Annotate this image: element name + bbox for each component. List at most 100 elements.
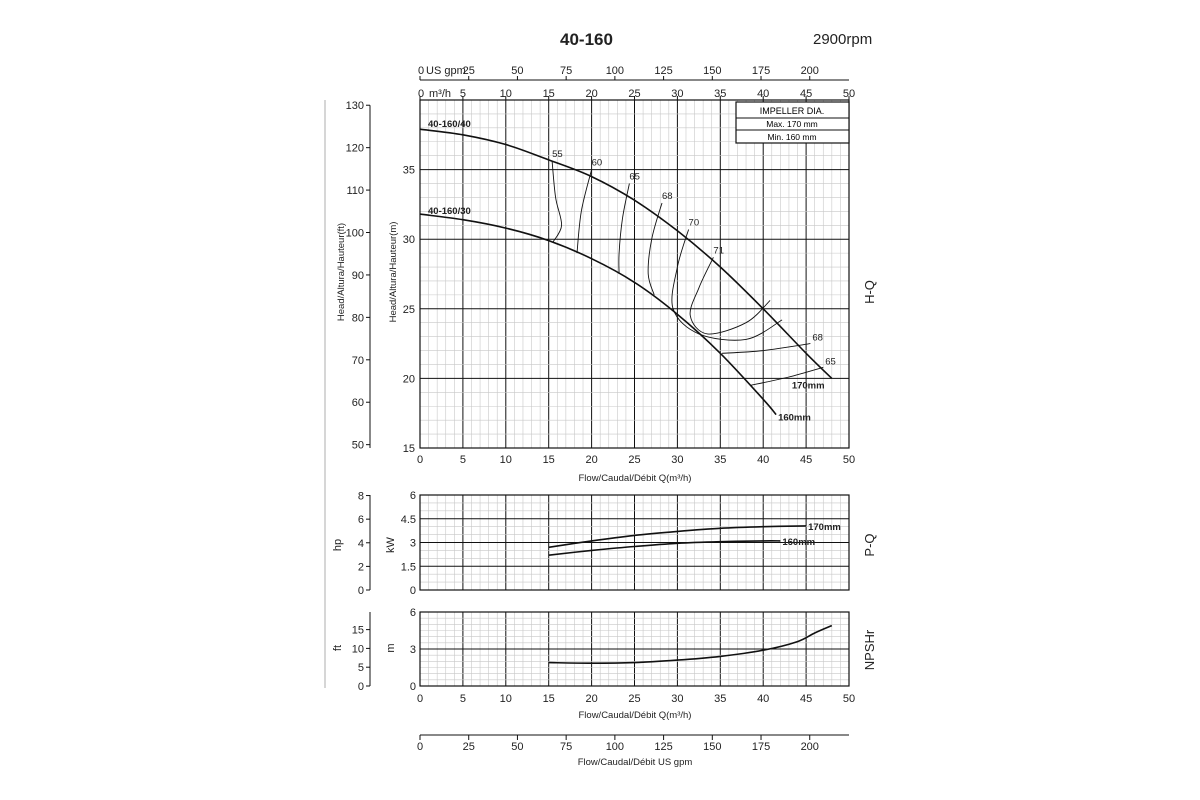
top-usgpm-label: 50 (511, 65, 523, 77)
npsh-ytick-m: 6 (410, 607, 416, 619)
npsh-xtick: 40 (757, 693, 769, 705)
efficiency-curve-71 (689, 257, 771, 335)
pq-ytick-hp: 2 (358, 561, 364, 573)
hq-xtick: 25 (628, 454, 640, 466)
npsh-ytick-ft: 10 (352, 643, 364, 655)
hq-xlabel: Flow/Caudal/Débit Q(m³/h) (579, 473, 692, 484)
npsh-xtick: 5 (460, 693, 466, 705)
efficiency-label-70: 70 (689, 217, 700, 228)
top-m3h-unit: m³/h (429, 88, 451, 100)
npsh-ylabel-m: m (385, 643, 397, 652)
top-m3h-label: 25 (628, 88, 640, 100)
npsh-panel-label: NPSHr (862, 629, 877, 670)
top-m3h-label: 5 (460, 88, 466, 100)
npsh-ytick-ft: 15 (352, 625, 364, 637)
pq-panel-label: P-Q (862, 533, 877, 556)
top-usgpm-label: 100 (606, 65, 624, 77)
usgpm-tick-label: 100 (606, 741, 624, 753)
speed-label: 2900rpm (813, 31, 873, 48)
npsh-ylabel-ft: ft (332, 645, 344, 651)
hq-xtick: 10 (500, 454, 512, 466)
hq-xtick: 0 (417, 454, 423, 466)
usgpm-tick-label: 0 (417, 741, 423, 753)
pq-ytick-kw: 1.5 (401, 561, 416, 573)
hq-xtick: 40 (757, 454, 769, 466)
npsh-xtick: 50 (843, 693, 855, 705)
efficiency-curve-55 (551, 161, 563, 243)
hq-ytick-m: 35 (403, 165, 415, 177)
pq-ytick-hp: 0 (358, 585, 364, 597)
hq-model-label-30: 40-160/30 (428, 206, 471, 217)
npsh-xtick: 30 (671, 693, 683, 705)
efficiency-label-60: 60 (592, 158, 603, 169)
hq-curve-170mm (419, 128, 833, 379)
hq-ytick-m: 25 (403, 304, 415, 316)
top-usgpm-zero: 0 (418, 65, 424, 77)
top-m3h-label: 15 (543, 88, 555, 100)
efficiency-label-55: 55 (552, 149, 563, 160)
npsh-xtick: 20 (585, 693, 597, 705)
efficiency-curve-60 (576, 169, 593, 254)
top-m3h-zero: 0 (418, 88, 424, 100)
efficiency-label-71: 71 (713, 245, 724, 256)
top-m3h-label: 50 (843, 88, 855, 100)
top-usgpm-label: 150 (703, 65, 721, 77)
usgpm-tick-label: 75 (560, 741, 572, 753)
top-m3h-label: 20 (585, 88, 597, 100)
npsh-xlabel: Flow/Caudal/Débit Q(m³/h) (579, 710, 692, 721)
hq-ylabel-ft: Head/Altura/Hauteur(ft) (336, 223, 347, 321)
hq-xtick: 5 (460, 454, 466, 466)
usgpm-xlabel: Flow/Caudal/Débit US gpm (578, 757, 693, 768)
efficiency-curve-70 (671, 229, 783, 341)
hq-ytick-ft: 90 (352, 270, 364, 282)
npsh-xtick: 10 (500, 693, 512, 705)
usgpm-tick-label: 25 (463, 741, 475, 753)
npsh-xtick: 0 (417, 693, 423, 705)
efficiency-label-65: 65 (629, 172, 640, 183)
hq-ylabel-m: Head/Altura/Hauteur(m) (388, 222, 399, 323)
hq-diameter-label-170: 170mm (792, 380, 825, 391)
usgpm-tick-label: 175 (752, 741, 770, 753)
top-usgpm-label: 25 (463, 65, 475, 77)
npsh-ytick-m: 3 (410, 644, 416, 656)
hq-ytick-ft: 100 (346, 228, 364, 240)
hq-ytick-ft: 70 (352, 355, 364, 367)
hq-ytick-m: 30 (403, 234, 415, 246)
pq-ytick-kw: 0 (410, 585, 416, 597)
hq-ytick-ft: 60 (352, 397, 364, 409)
npsh-xtick: 45 (800, 693, 812, 705)
npsh-ytick-ft: 0 (358, 681, 364, 693)
pq-ytick-hp: 4 (358, 538, 364, 550)
npsh-xtick: 35 (714, 693, 726, 705)
top-m3h-label: 35 (714, 88, 726, 100)
efficiency-label-68: 68 (812, 333, 823, 344)
pq-ytick-kw: 3 (410, 538, 416, 550)
pq-label-170mm: 170mm (808, 522, 841, 533)
pq-frame (419, 494, 850, 591)
efficiency-curve-65 (750, 366, 824, 386)
page-title: 40-160 (560, 30, 613, 49)
npsh-xtick: 25 (628, 693, 640, 705)
hq-ytick-ft: 130 (346, 100, 364, 112)
usgpm-tick-label: 125 (654, 741, 672, 753)
top-usgpm-label: 200 (801, 65, 819, 77)
pq-ylabel-hp: hp (332, 539, 344, 551)
hq-ytick-m: 20 (403, 373, 415, 385)
pq-ytick-hp: 8 (358, 491, 364, 503)
efficiency-label-68: 68 (662, 191, 673, 202)
top-m3h-label: 40 (757, 88, 769, 100)
npsh-curve (548, 624, 833, 665)
hq-xtick: 50 (843, 454, 855, 466)
top-m3h-label: 30 (671, 88, 683, 100)
pq-curve-160mm (548, 540, 781, 556)
pq-ytick-hp: 6 (358, 514, 364, 526)
efficiency-curve-65 (618, 183, 630, 275)
hq-ytick-m: 15 (403, 443, 415, 455)
efficiency-label-65: 65 (825, 356, 836, 367)
impeller-box-min: Min. 160 mm (767, 132, 816, 142)
hq-xtick: 35 (714, 454, 726, 466)
hq-ytick-ft: 110 (346, 185, 364, 197)
hq-ytick-ft: 120 (346, 143, 364, 155)
npsh-frame (419, 611, 850, 687)
